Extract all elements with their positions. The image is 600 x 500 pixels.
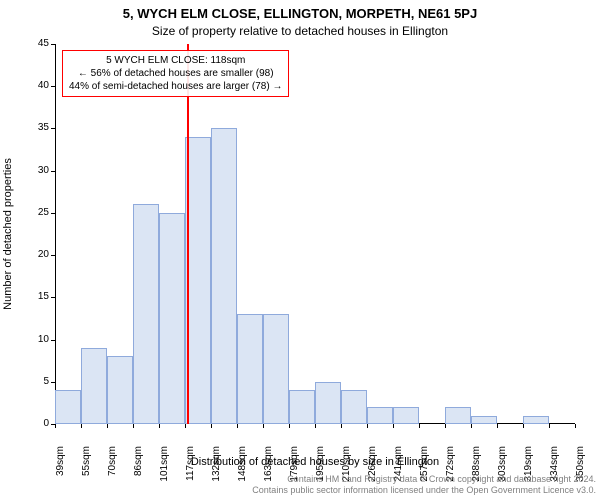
y-tick-label: 20 <box>0 249 55 261</box>
y-tick-mark <box>51 213 55 214</box>
footer-attribution: Contains HM Land Registry data © Crown c… <box>0 474 600 496</box>
x-tick-mark <box>445 424 446 428</box>
y-tick-label: 35 <box>0 122 55 134</box>
x-tick-mark <box>419 424 420 428</box>
histogram-bar <box>211 128 237 424</box>
y-tick-label: 15 <box>0 291 55 303</box>
y-tick-mark <box>51 340 55 341</box>
histogram-bar <box>367 407 393 424</box>
histogram-bar <box>237 314 263 424</box>
histogram-bar <box>107 356 133 424</box>
x-tick-mark <box>341 424 342 428</box>
y-tick-label: 30 <box>0 165 55 177</box>
y-tick-label: 0 <box>0 418 55 430</box>
histogram-bar <box>523 416 549 424</box>
y-tick-label: 5 <box>0 376 55 388</box>
x-tick-mark <box>159 424 160 428</box>
x-tick-mark <box>393 424 394 428</box>
chart-title: 5, WYCH ELM CLOSE, ELLINGTON, MORPETH, N… <box>0 6 600 21</box>
footer-line: Contains HM Land Registry data © Crown c… <box>0 474 596 485</box>
footer-line: Contains public sector information licen… <box>0 485 596 496</box>
histogram-bar <box>81 348 107 424</box>
y-tick-mark <box>51 44 55 45</box>
y-tick-mark <box>51 255 55 256</box>
histogram-bar <box>289 390 315 424</box>
y-tick-mark <box>51 86 55 87</box>
x-tick-mark <box>55 424 56 428</box>
y-tick-label: 45 <box>0 38 55 50</box>
y-tick-mark <box>51 171 55 172</box>
x-tick-mark <box>185 424 186 428</box>
x-tick-mark <box>523 424 524 428</box>
annotation-line: 5 WYCH ELM CLOSE: 118sqm <box>69 54 282 67</box>
x-tick-mark <box>315 424 316 428</box>
histogram-bar <box>55 390 81 424</box>
x-axis-label: Distribution of detached houses by size … <box>55 456 575 468</box>
x-tick-mark <box>211 424 212 428</box>
annotation-box: 5 WYCH ELM CLOSE: 118sqm ← 56% of detach… <box>62 50 289 97</box>
x-tick-mark <box>289 424 290 428</box>
histogram-bar <box>315 382 341 424</box>
annotation-line: 44% of semi-detached houses are larger (… <box>69 80 282 93</box>
histogram-bar <box>341 390 367 424</box>
y-tick-label: 40 <box>0 80 55 92</box>
x-tick-mark <box>237 424 238 428</box>
x-tick-mark <box>549 424 550 428</box>
y-tick-mark <box>51 382 55 383</box>
histogram-bar <box>133 204 159 424</box>
x-tick-mark <box>367 424 368 428</box>
y-tick-mark <box>51 297 55 298</box>
histogram-bar <box>471 416 497 424</box>
property-marker-line <box>187 44 189 424</box>
x-tick-mark <box>81 424 82 428</box>
histogram-bar <box>445 407 471 424</box>
chart-subtitle: Size of property relative to detached ho… <box>0 24 600 38</box>
histogram-bar <box>263 314 289 424</box>
y-tick-label: 25 <box>0 207 55 219</box>
x-tick-mark <box>263 424 264 428</box>
x-tick-mark <box>133 424 134 428</box>
histogram-bar <box>393 407 419 424</box>
annotation-line: ← 56% of detached houses are smaller (98… <box>69 67 282 80</box>
y-tick-mark <box>51 128 55 129</box>
chart-container: 5, WYCH ELM CLOSE, ELLINGTON, MORPETH, N… <box>0 0 600 500</box>
y-axis-label: Number of detached properties <box>2 44 18 424</box>
x-tick-mark <box>107 424 108 428</box>
histogram-bar <box>159 213 185 424</box>
x-tick-mark <box>471 424 472 428</box>
x-tick-mark <box>497 424 498 428</box>
histogram-bar <box>185 137 211 424</box>
x-tick-mark <box>575 424 576 428</box>
y-tick-label: 10 <box>0 334 55 346</box>
